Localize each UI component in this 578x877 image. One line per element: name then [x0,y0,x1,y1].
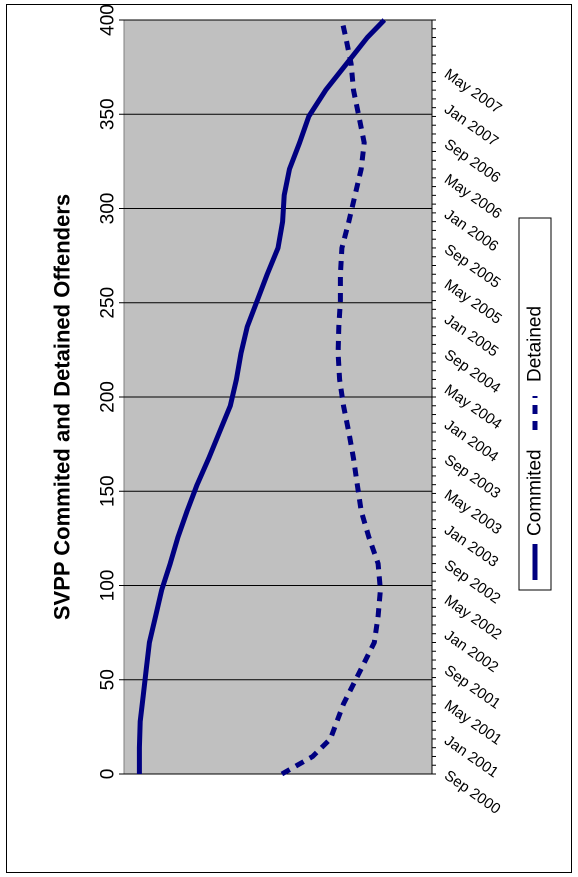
series-line-detained [280,19,383,777]
value-tick-label: 150 [98,475,119,507]
value-tick-label: 250 [98,287,119,319]
value-tick-label: 50 [98,669,119,690]
value-tick-label: 300 [98,193,119,225]
axis-layer [119,19,436,775]
legend-box [518,217,552,591]
legend-label-commited: Commited [525,449,546,536]
series-line-commited [136,18,387,774]
value-tick-label: 200 [98,381,119,413]
value-tick-label: 100 [98,570,119,602]
value-tick-label: 350 [98,98,119,130]
legend-label-detained: Detained [525,306,546,382]
chart-title: SVPP Commited and Detained Offenders [50,194,75,620]
plot-layer [123,19,433,775]
value-tick-label: 400 [98,4,119,36]
series-layer [136,18,387,777]
value-tick-label: 0 [98,769,119,780]
legend: Commited Detained [518,217,552,591]
